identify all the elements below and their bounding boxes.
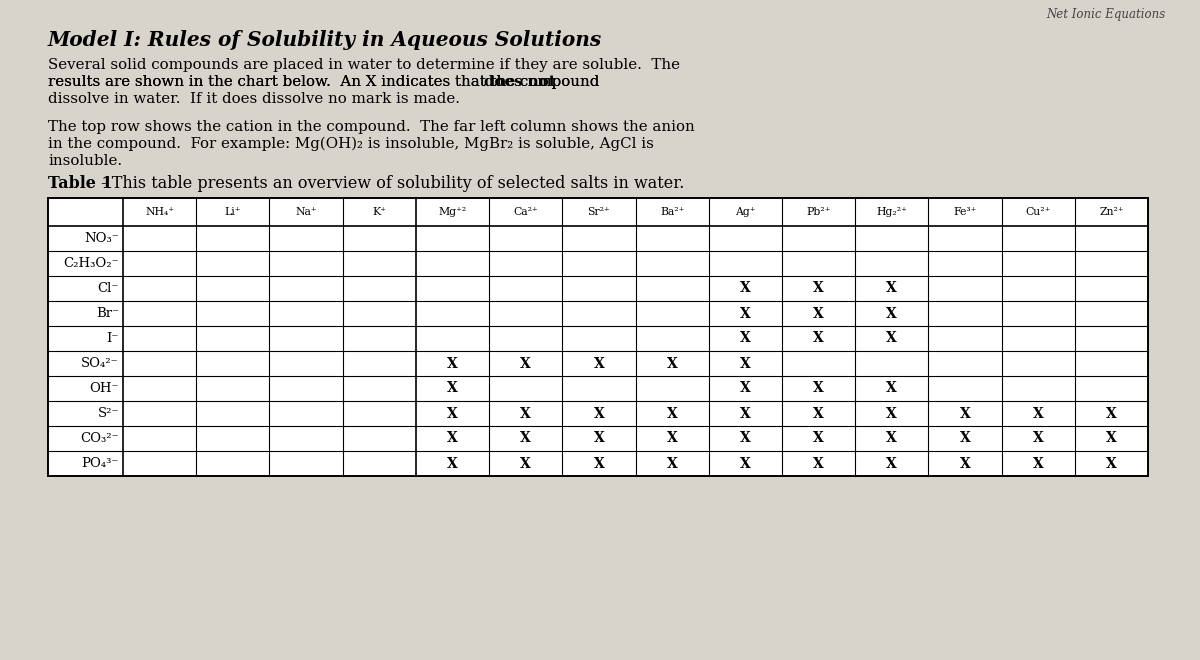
Text: Mg⁺²: Mg⁺² [438,207,467,217]
Text: X: X [960,407,971,420]
Text: X: X [960,457,971,471]
Text: NO₃⁻: NO₃⁻ [84,232,119,245]
Text: X: X [1106,457,1117,471]
Text: X: X [594,407,605,420]
Text: Li⁺: Li⁺ [224,207,241,217]
Text: dissolve in water.  If it does dissolve no mark is made.: dissolve in water. If it does dissolve n… [48,92,460,106]
Text: Ca²⁺: Ca²⁺ [514,207,538,217]
Text: X: X [740,331,751,345]
Text: Pb²⁺: Pb²⁺ [806,207,830,217]
Text: X: X [887,407,898,420]
Text: X: X [814,306,824,321]
Text: X: X [740,432,751,446]
Text: OH⁻: OH⁻ [90,382,119,395]
Text: results are shown in the chart below.  An X indicates that the compound: results are shown in the chart below. An… [48,75,604,89]
Text: PO₄³⁻: PO₄³⁻ [82,457,119,470]
Text: X: X [814,457,824,471]
Text: X: X [960,432,971,446]
Text: X: X [887,381,898,395]
Text: Model I: Rules of Solubility in Aqueous Solutions: Model I: Rules of Solubility in Aqueous … [48,30,602,50]
Text: X: X [887,432,898,446]
Text: X: X [667,407,678,420]
Text: X: X [1033,457,1044,471]
Text: SO₄²⁻: SO₄²⁻ [82,357,119,370]
Text: X: X [521,356,532,370]
Text: Na⁺: Na⁺ [295,207,317,217]
Text: CO₃²⁻: CO₃²⁻ [80,432,119,445]
Text: X: X [667,457,678,471]
Text: Cl⁻: Cl⁻ [97,282,119,295]
Text: Zn²⁺: Zn²⁺ [1099,207,1123,217]
Text: Sr²⁺: Sr²⁺ [588,207,611,217]
Text: X: X [887,457,898,471]
Text: X: X [667,432,678,446]
Text: K⁺: K⁺ [372,207,386,217]
Text: Ba²⁺: Ba²⁺ [660,207,684,217]
Text: NH₄⁺: NH₄⁺ [145,207,174,217]
Text: I⁻: I⁻ [107,332,119,345]
Text: X: X [594,356,605,370]
Text: The top row shows the cation in the compound.  The far left column shows the ani: The top row shows the cation in the comp… [48,120,695,134]
Text: Net Ionic Equations: Net Ionic Equations [1045,8,1165,21]
Text: Several solid compounds are placed in water to determine if they are soluble.  T: Several solid compounds are placed in wa… [48,58,680,72]
Text: X: X [594,457,605,471]
Text: Fe³⁺: Fe³⁺ [953,207,977,217]
Text: C₂H₃O₂⁻: C₂H₃O₂⁻ [64,257,119,270]
Text: X: X [740,407,751,420]
Text: results are shown in the chart below.  An X indicates that the compound: results are shown in the chart below. An… [48,75,604,89]
Text: X: X [887,306,898,321]
Text: X: X [521,407,532,420]
Text: X: X [448,457,458,471]
Text: X: X [740,381,751,395]
Text: X: X [448,407,458,420]
Text: X: X [594,432,605,446]
Text: X: X [887,282,898,296]
Text: Ag⁺: Ag⁺ [736,207,756,217]
Text: X: X [667,356,678,370]
Text: X: X [814,331,824,345]
Text: in the compound.  For example: Mg(OH)₂ is insoluble, MgBr₂ is soluble, AgCl is: in the compound. For example: Mg(OH)₂ is… [48,137,654,151]
Text: does not: does not [484,75,556,89]
Text: - This table presents an overview of solubility of selected salts in water.: - This table presents an overview of sol… [96,175,684,192]
Text: X: X [814,381,824,395]
Bar [48,198,1148,476]
Text: X: X [740,356,751,370]
Text: X: X [814,282,824,296]
Text: X: X [887,331,898,345]
Text: X: X [814,407,824,420]
Text: X: X [448,356,458,370]
Text: X: X [1106,432,1117,446]
Text: X: X [1033,432,1044,446]
Text: X: X [740,457,751,471]
Text: X: X [814,432,824,446]
Text: X: X [1106,407,1117,420]
Text: Cu²⁺: Cu²⁺ [1026,207,1051,217]
Text: Hg₂²⁺: Hg₂²⁺ [876,207,907,217]
Text: insoluble.: insoluble. [48,154,122,168]
Text: X: X [740,282,751,296]
Text: X: X [740,306,751,321]
Text: X: X [1033,407,1044,420]
Text: X: X [521,457,532,471]
Text: S²⁻: S²⁻ [97,407,119,420]
Text: Br⁻: Br⁻ [96,307,119,320]
Text: X: X [448,381,458,395]
Text: X: X [521,432,532,446]
Text: Table 1: Table 1 [48,175,113,192]
Text: X: X [448,432,458,446]
